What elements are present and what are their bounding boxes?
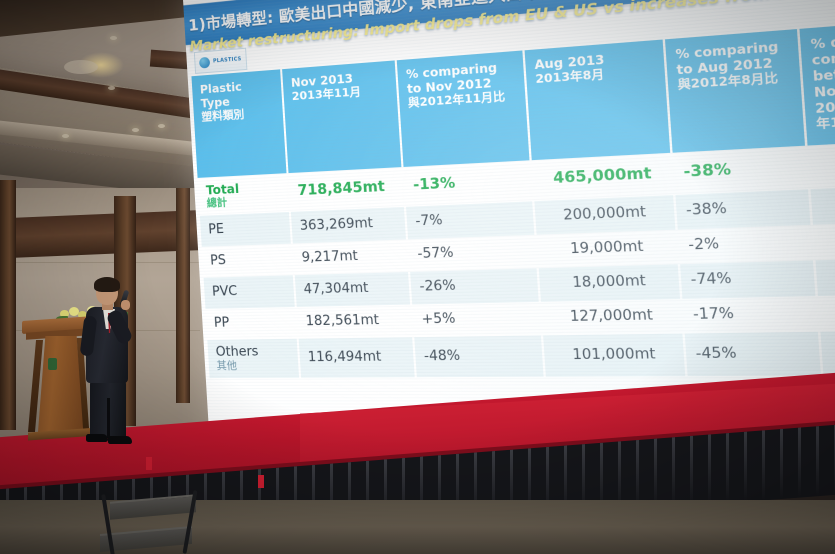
row-label-cn: 其他 <box>216 359 238 373</box>
col-header-plastic-type: Plastic Type 塑料類別 <box>191 69 288 178</box>
cell-plastic-type: Others 其他 <box>207 338 301 378</box>
cell-pct-aug: -2% <box>676 224 815 264</box>
cell-nov-2013: 182,561mt <box>295 304 414 339</box>
cell-plastic-type: PP <box>205 306 298 340</box>
row-label-en: Others <box>215 343 259 360</box>
cell-plastic-type: PS <box>201 243 294 278</box>
col-header-nov-2013: Nov 2013 2013年11月 <box>281 60 403 174</box>
step-upper <box>110 494 196 520</box>
cell-aug-2013: 18,000mt <box>537 263 682 302</box>
presenter-shoe <box>86 434 108 442</box>
cell-aug-2013: 101,000mt <box>541 333 687 377</box>
podium-emblem <box>48 358 57 370</box>
cell-difference: +44% <box>816 292 835 332</box>
row-label-cn: 總計 <box>206 196 228 210</box>
cell-difference: +15% <box>819 329 835 376</box>
presenter <box>76 277 146 445</box>
cell-pct-nov: -57% <box>407 234 538 272</box>
downlight-icon <box>158 124 165 128</box>
cell-difference: -51% <box>811 219 835 260</box>
cell-pct-nov: +5% <box>411 301 542 337</box>
presenter-hair <box>94 277 120 292</box>
downlight-icon <box>62 134 69 138</box>
cell-pct-aug: -45% <box>683 331 823 376</box>
presenter-shoe <box>108 436 132 444</box>
downlight-icon <box>108 86 115 90</box>
downlight-icon <box>132 128 139 132</box>
wall-column <box>176 188 190 403</box>
col-header-en: % difference comparing between Nov & Aug… <box>810 28 835 117</box>
cell-difference: +82% <box>809 183 835 225</box>
cell-pct-aug: -38% <box>671 145 810 195</box>
downlight-icon <box>110 36 117 40</box>
presenter-hand <box>121 300 130 310</box>
logo-globe-icon <box>199 56 211 69</box>
col-header-aug-2013: Aug 2013 2013年8月 <box>523 39 672 161</box>
cell-nov-2013: 116,494mt <box>297 336 416 378</box>
cell-nov-2013: 47,304mt <box>293 271 412 307</box>
col-header-pct-nov-2012: % comparing to Nov 2012 與2012年11月比 <box>395 50 531 168</box>
table-body: Total 總計 718,845mt -13% 465,000mt -38% +… <box>197 138 835 378</box>
cell-pct-nov: -48% <box>413 335 545 377</box>
plastics-import-table: Plastic Type 塑料類別 Nov 2013 2013年11月 % co… <box>191 19 835 378</box>
cell-nov-2013: 718,845mt <box>287 167 405 212</box>
row-label-en: PVC <box>211 284 238 300</box>
cell-pct-nov: -13% <box>402 160 534 207</box>
cell-nov-2013: 9,217mt <box>291 238 410 275</box>
cell-difference: +160% <box>814 256 835 296</box>
podium-body <box>38 336 84 432</box>
row-label-en: Total <box>205 180 240 198</box>
cell-plastic-type: Total 總計 <box>197 173 290 216</box>
cell-pct-aug: -74% <box>678 259 817 299</box>
col-header-pct-aug-2012: % comparing to Aug 2012 與2012年8月比 <box>663 28 807 153</box>
logo-text: PLASTICS <box>212 56 242 65</box>
row-label-en: PE <box>207 222 225 238</box>
cell-pct-aug: -38% <box>674 188 812 230</box>
cell-aug-2013: 200,000mt <box>533 194 677 235</box>
wall-seam <box>0 262 200 263</box>
cell-pct-aug: -17% <box>681 295 820 334</box>
row-label-en: PS <box>209 253 227 269</box>
col-header-en: Plastic Type <box>199 79 243 111</box>
cell-difference: +55% <box>806 138 835 189</box>
cell-aug-2013: 465,000mt <box>530 152 675 201</box>
wall-column <box>0 180 16 430</box>
presenter-neck <box>102 302 113 310</box>
cell-pct-nov: -26% <box>409 267 540 305</box>
stage-skirt-clip <box>258 475 264 488</box>
cell-plastic-type: PE <box>199 211 292 247</box>
cell-plastic-type: PVC <box>203 274 296 309</box>
stage-steps <box>92 482 222 554</box>
ceiling-speaker-disc <box>64 60 98 74</box>
cell-pct-nov: -7% <box>404 200 536 239</box>
company-logo: PLASTICS <box>193 47 248 74</box>
stage-skirt-clip <box>146 457 152 470</box>
row-label-en: PP <box>213 315 230 332</box>
cell-aug-2013: 127,000mt <box>539 298 684 336</box>
cell-aug-2013: 19,000mt <box>535 229 679 268</box>
presenter-leg-split <box>107 398 110 438</box>
cell-nov-2013: 363,269mt <box>289 206 408 244</box>
